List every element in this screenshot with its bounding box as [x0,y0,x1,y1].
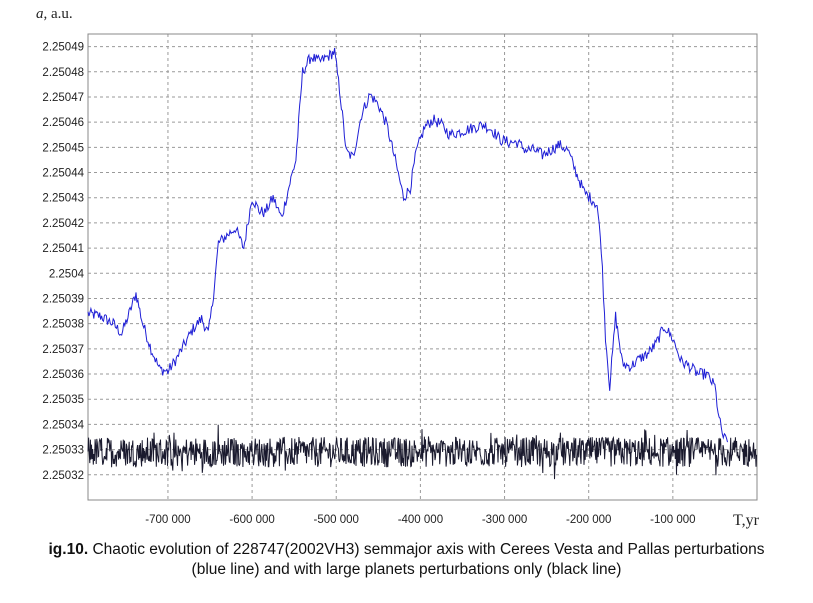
figure-caption: ig.10. Chaotic evolution of 228747(2002V… [0,540,813,580]
x-tick-label: -700 000 [145,514,190,526]
y-tick-label: 2.25039 [42,293,84,305]
y-tick-label: 2.25041 [42,243,84,255]
y-axis-variable: a [36,6,44,22]
y-tick-label: 2.2504 [49,268,85,280]
x-tick-label: -400 000 [398,514,443,526]
y-tick-label: 2.25038 [42,319,84,331]
y-tick-label: 2.25044 [42,168,84,180]
x-axis-label: T,yr [733,512,759,529]
y-tick-label: 2.25035 [42,394,84,406]
plot-area [87,33,758,501]
y-axis-ticks: 2.25032 2.25033 2.25034 2.25035 2.25036 2.250… [42,42,84,482]
x-tick-label: -100 000 [650,514,695,526]
caption-text: Chaotic evolution of 228747(2002VH3) sem… [88,541,765,558]
x-tick-label: -600 000 [229,514,274,526]
y-tick-label: 2.25036 [42,369,84,381]
x-axis-ticks: -700 000 -600 000 -500 000 -400 000 -300 000… [145,514,695,526]
y-axis-label: a, a.u. [36,6,73,23]
y-tick-label: 2.25045 [42,142,84,154]
x-tick-label: -500 000 [314,514,359,526]
x-tick-label: -300 000 [482,514,527,526]
chart-svg: 2.25032 2.25033 2.25034 2.25035 2.25036 2.250… [42,33,758,526]
y-tick-label: 2.25046 [42,117,84,129]
y-axis-unit: , a.u. [43,6,73,22]
y-tick-label: 2.25034 [42,419,84,431]
series-line-black [87,424,758,480]
series-line-blue [87,47,728,443]
y-tick-label: 2.25049 [42,42,84,54]
caption-figure-number: ig.10. [48,541,89,558]
x-tick-label: -200 000 [566,514,611,526]
y-tick-label: 2.25032 [42,470,84,482]
y-tick-label: 2.25048 [42,67,84,79]
caption-text-line2: (blue line) and with large planets pertu… [191,561,622,578]
y-tick-label: 2.25043 [42,193,84,205]
y-tick-label: 2.25042 [42,218,84,230]
y-tick-label: 2.25033 [42,445,84,457]
y-tick-label: 2.25037 [42,344,84,356]
y-tick-label: 2.25047 [42,92,84,104]
